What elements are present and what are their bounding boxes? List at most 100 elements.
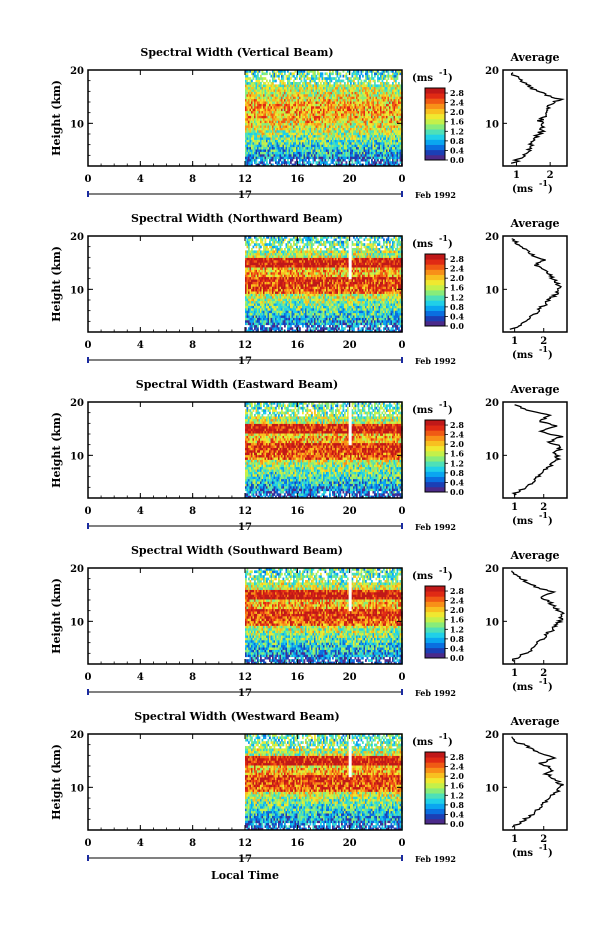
x-tick-label: 4 [137,838,144,849]
colorbar-swatch [425,606,445,613]
day-label: 17 [238,356,252,367]
heatmap [245,236,403,333]
colorbar-tick-label: 1.6 [450,615,464,625]
colorbar-swatch [425,144,445,151]
y-tick-label: 20 [70,232,84,243]
y-tick-label: 10 [70,285,84,296]
colorbar-tick-label: 2.0 [450,107,464,117]
profile-x-tick-label: 1 [511,834,518,845]
day-label: 17 [238,190,252,201]
panel-title: Spectral Width (Southward Beam) [131,544,343,557]
colorbar-tick-label: 1.2 [450,458,464,468]
y-tick-label: 10 [70,617,84,628]
colorbar-swatch [425,808,445,815]
colorbar-tick-label: 1.6 [450,117,464,127]
colorbar-swatch [425,481,445,488]
colorbar-swatch [425,118,445,125]
colorbar-swatch [425,134,445,140]
colorbar-swatch [425,456,445,462]
svg-text:-1: -1 [539,178,548,188]
profile-x-tick-label: 2 [540,336,547,347]
profile-frame [502,733,568,831]
profile-x-label: (ms [512,682,533,693]
colorbar-tick-label: 2.0 [450,273,464,283]
colorbar-swatch [425,284,445,291]
colorbar-unit-exp: -1 [439,67,448,77]
profile-y-tick-label: 10 [485,285,499,296]
heatmap [245,402,403,499]
colorbar-swatch [425,637,445,643]
colorbar-swatch [425,269,445,275]
colorbar-unit: (ms [412,405,433,416]
y-tick-label: 20 [70,564,84,575]
heatmap [245,70,403,167]
colorbar-tick-label: 0.8 [450,302,464,312]
panel-title: Spectral Width (Eastward Beam) [136,378,338,391]
date-label: Feb 1992 [415,854,456,864]
colorbar-swatch [425,652,445,659]
colorbar-swatch [425,129,445,135]
heatmap [245,568,403,665]
colorbar-swatch [425,616,445,623]
y-axis-label: Height (km) [50,80,63,156]
colorbar-swatch [425,315,445,322]
colorbar-frame [424,751,446,825]
profile-frame [502,235,568,333]
colorbar-tick-label: 2.4 [450,596,464,606]
colorbar-tick-label: 0.0 [450,653,464,663]
y-tick-label: 10 [70,783,84,794]
data-gap [348,236,352,280]
profile-y-tick-label: 20 [485,564,499,575]
colorbar-frame [424,419,446,493]
colorbar-tick-label: 2.8 [450,254,464,264]
x-tick-label: 4 [137,672,144,683]
x-tick-label: 12 [238,838,252,849]
profile-line [511,736,564,828]
colorbar: (ms-1)2.82.42.01.61.20.80.40.0 [412,67,464,165]
colorbar-tick-label: 1.2 [450,624,464,634]
day-label: 17 [238,688,252,699]
x-tick-label: 20 [343,672,357,683]
colorbar-swatch [425,642,445,649]
colorbar-unit-exp: -1 [439,233,448,243]
colorbar-tick-label: 0.4 [450,477,464,487]
colorbar-swatch [425,466,445,472]
data-gap [348,734,352,778]
x-tick-label: 0 [85,838,92,849]
x-tick-label: 12 [238,340,252,351]
colorbar-swatch [425,139,445,145]
profile-y-tick-label: 20 [485,232,499,243]
profile-y-tick-label: 10 [485,617,499,628]
x-tick-label: 8 [189,340,196,351]
profile-y-tick-label: 20 [485,66,499,77]
panel-title: Spectral Width (Westward Beam) [134,710,339,723]
colorbar-swatch [425,425,445,431]
colorbar-tick-label: 2.4 [450,762,464,772]
colorbar-tick-label: 0.4 [450,145,464,155]
profile-frame [502,69,568,167]
colorbar: (ms-1)2.82.42.01.61.20.80.40.0 [412,399,464,497]
colorbar-swatch [425,782,445,789]
colorbar-swatch [425,98,445,104]
colorbar-swatch [425,591,445,597]
colorbar-swatch [425,752,445,758]
day-label: 17 [238,522,252,533]
colorbar-swatch [425,762,445,768]
x-tick-label: 0 [85,506,92,517]
profile-y-tick-label: 10 [485,451,499,462]
profile-line [511,404,564,496]
x-tick-label: 12 [238,672,252,683]
colorbar-swatch [425,611,445,618]
colorbar-tick-label: 0.4 [450,809,464,819]
x-tick-label: 4 [137,340,144,351]
colorbar-tick-label: 0.0 [450,155,464,165]
colorbar-swatch [425,435,445,441]
x-tick-label: 20 [343,506,357,517]
colorbar-tick-label: 2.4 [450,98,464,108]
date-label: Feb 1992 [415,190,456,200]
data-gap [348,402,352,446]
heatmap [245,734,403,831]
colorbar-swatch [425,445,445,452]
